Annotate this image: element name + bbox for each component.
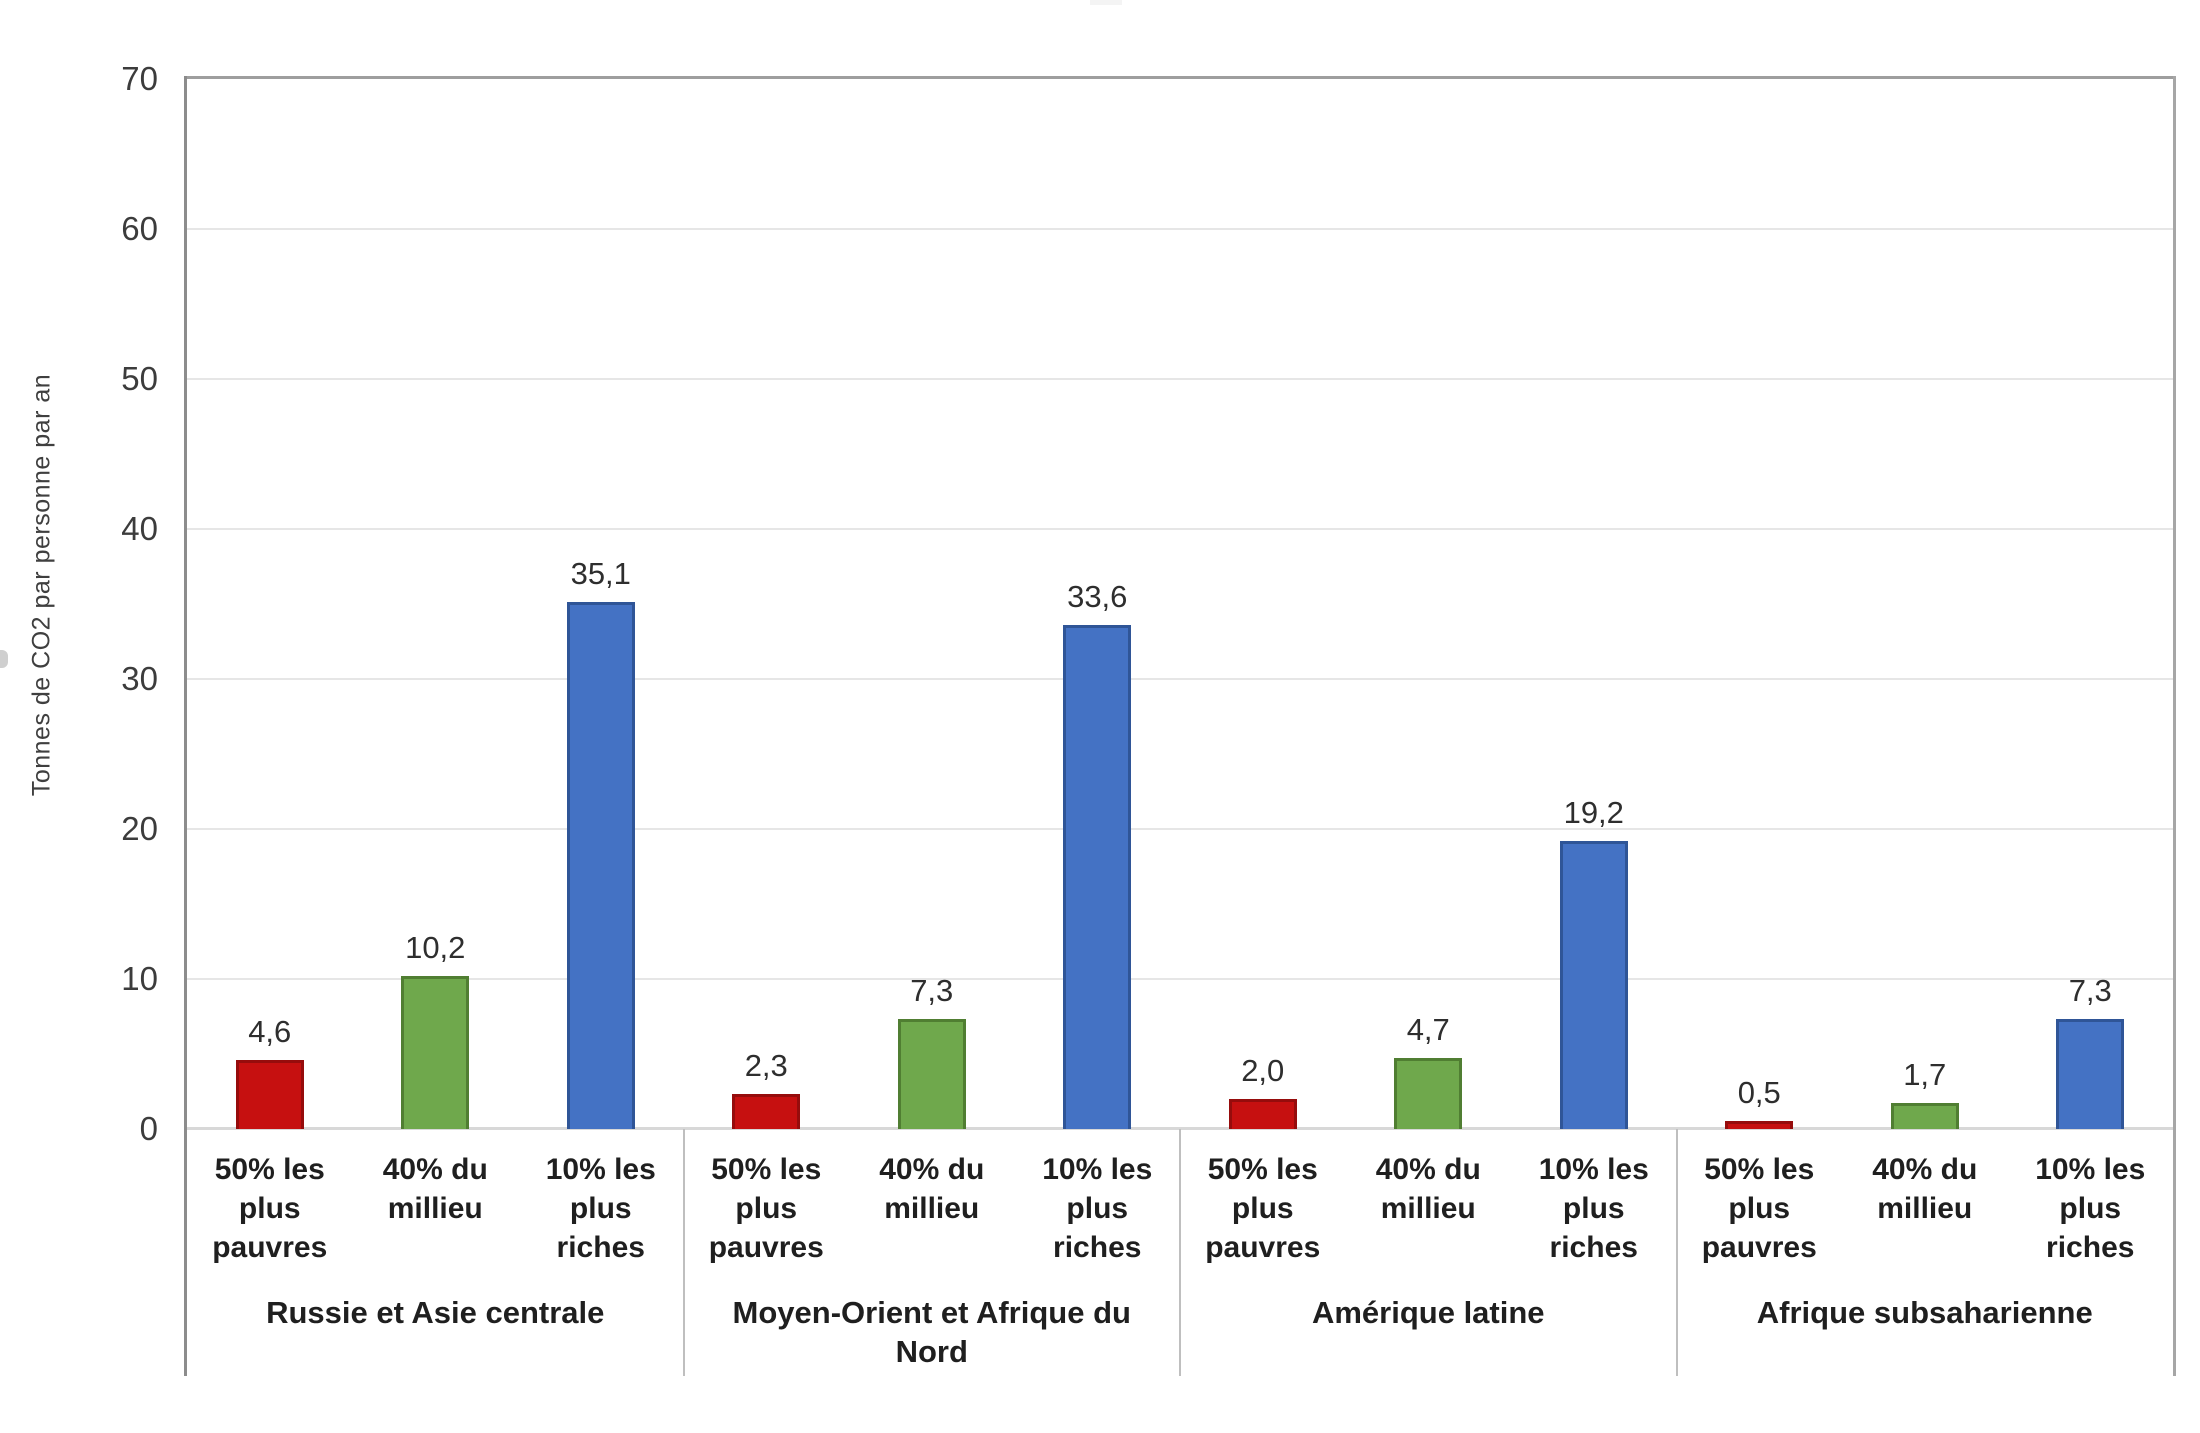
plot-border-left [184, 76, 187, 1376]
y-tick-label-20: 20 [121, 810, 158, 847]
bar-value-label-2-1: 4,7 [1406, 1012, 1450, 1047]
bar-value-label-3-0: 0,5 [1737, 1075, 1781, 1110]
bar-value-label-2-0: 2,0 [1241, 1053, 1285, 1088]
category-label-0-0: 50% les plus pauvres [212, 1153, 328, 1264]
y-tick-label-50: 50 [121, 360, 158, 397]
category-label-2-2: 10% les plus riches [1538, 1153, 1649, 1264]
bar-2-2 [1560, 841, 1628, 1129]
region-group-label-1: Moyen-Orient et Afrique du Nord [732, 1295, 1131, 1369]
region-group-label-0: Russie et Asie centrale [266, 1295, 605, 1330]
y-tick-label-70: 70 [121, 60, 158, 97]
bar-value-label-0-2: 35,1 [570, 556, 631, 591]
cropped-title-artifact [1090, 0, 1122, 5]
bar-0-0 [236, 1060, 304, 1129]
bar-value-label-0-0: 4,6 [248, 1014, 292, 1049]
gridline-60 [187, 228, 2173, 230]
y-tick-label-30: 30 [121, 660, 158, 697]
gridline-10 [187, 978, 2173, 980]
category-label-2-0: 50% les plus pauvres [1205, 1153, 1321, 1264]
bar-value-label-1-0: 2,3 [744, 1048, 788, 1083]
bar-3-1 [1891, 1103, 1959, 1129]
group-separator-2 [1179, 1129, 1181, 1376]
gridline-50 [187, 378, 2173, 380]
bar-2-0 [1229, 1099, 1297, 1129]
bar-value-label-3-1: 1,7 [1903, 1057, 1947, 1092]
bar-value-label-3-2: 7,3 [2068, 973, 2112, 1008]
plot-border-right [2173, 76, 2176, 1376]
category-label-1-1: 40% du millieu [879, 1153, 985, 1225]
left-edge-artifact [0, 650, 8, 668]
category-label-3-1: 40% du millieu [1872, 1153, 1978, 1225]
bar-1-0 [732, 1094, 800, 1129]
group-separator-3 [1675, 1129, 1678, 1376]
category-label-3-0: 50% les plus pauvres [1701, 1153, 1817, 1264]
gridline-20 [187, 828, 2173, 830]
bar-0-1 [401, 976, 469, 1129]
y-tick-label-10: 10 [121, 960, 158, 997]
y-tick-label-60: 60 [121, 210, 158, 247]
category-label-1-2: 10% les plus riches [1042, 1153, 1153, 1264]
bar-3-0 [1725, 1121, 1793, 1129]
category-label-0-1: 40% du millieu [382, 1153, 488, 1225]
y-tick-label-0: 0 [139, 1110, 158, 1147]
category-label-2-1: 40% du millieu [1375, 1153, 1481, 1225]
group-separator-1 [682, 1129, 685, 1376]
bar-0-2 [567, 602, 635, 1129]
bar-value-label-2-2: 19,2 [1563, 795, 1624, 830]
plot-border-top [184, 76, 2176, 79]
gridline-40 [187, 528, 2173, 530]
bar-3-2 [2056, 1019, 2124, 1129]
region-group-label-3: Afrique subsaharienne [1756, 1295, 2093, 1330]
bar-value-label-1-1: 7,3 [910, 973, 954, 1008]
y-tick-label-40: 40 [121, 510, 158, 547]
bar-1-2 [1063, 625, 1131, 1129]
category-label-0-2: 10% les plus riches [545, 1153, 656, 1264]
bar-value-label-1-2: 33,6 [1067, 579, 1128, 614]
y-axis-title: Tonnes de CO2 par personne par an [27, 373, 56, 797]
region-group-label-2: Amérique latine [1311, 1295, 1545, 1330]
bar-2-1 [1394, 1058, 1462, 1129]
gridline-30 [187, 678, 2173, 680]
category-label-3-2: 10% les plus riches [2035, 1153, 2146, 1264]
bar-1-1 [898, 1019, 966, 1129]
category-label-1-0: 50% les plus pauvres [708, 1153, 824, 1264]
x-axis-baseline [187, 1127, 2173, 1130]
bar-value-label-0-1: 10,2 [405, 930, 466, 965]
